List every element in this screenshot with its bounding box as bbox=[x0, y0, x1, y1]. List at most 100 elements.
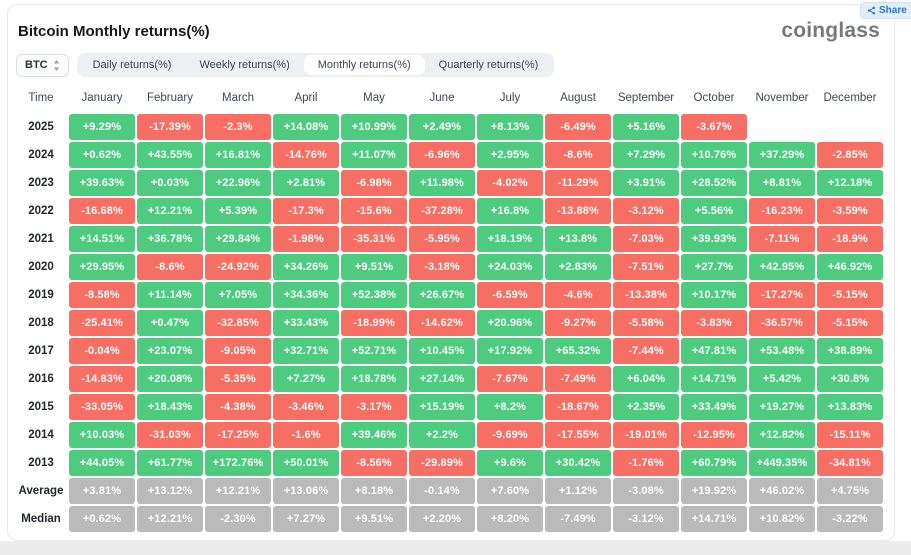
return-value: -29.89% bbox=[409, 450, 475, 476]
return-value: -9.69% bbox=[477, 422, 543, 448]
value-cell: -17.27% bbox=[748, 281, 816, 309]
value-cell: -35.31% bbox=[340, 225, 408, 253]
return-value: +19.92% bbox=[681, 478, 747, 504]
value-cell: +20.08% bbox=[136, 365, 204, 393]
return-value: +46.92% bbox=[817, 254, 883, 280]
return-value: -16.68% bbox=[69, 198, 135, 224]
value-cell: -4.38% bbox=[204, 393, 272, 421]
value-cell: +12.21% bbox=[136, 197, 204, 225]
return-value: -1.98% bbox=[273, 226, 339, 252]
return-value: +39.63% bbox=[69, 170, 135, 196]
value-cell: +8.2% bbox=[476, 393, 544, 421]
return-value: +11.14% bbox=[137, 282, 203, 308]
page-title: Bitcoin Monthly returns(%) bbox=[18, 23, 210, 40]
value-cell: -3.67% bbox=[680, 113, 748, 141]
return-value: +19.27% bbox=[749, 394, 815, 420]
value-cell: +39.93% bbox=[680, 225, 748, 253]
table-row-2019: 2019 -8.58% +11.14% +7.05% +34.36% +52.38% +26… bbox=[14, 281, 884, 309]
return-value: +13.06% bbox=[273, 478, 339, 504]
value-cell: +27.7% bbox=[680, 253, 748, 281]
return-value: -18.9% bbox=[817, 226, 883, 252]
return-value: -2.85% bbox=[817, 142, 883, 168]
return-value: +14.71% bbox=[681, 506, 747, 532]
return-value: -18.99% bbox=[341, 310, 407, 336]
table-row-2017: 2017 -0.04% +23.07% -9.05% +32.71% +52.71% +10… bbox=[14, 337, 884, 365]
table-row-2018: 2018 -25.41% +0.47% -32.85% +33.43% -18.99% -1… bbox=[14, 309, 884, 337]
value-cell: +11.98% bbox=[408, 169, 476, 197]
value-cell: +12.21% bbox=[204, 477, 272, 505]
month-column-header: November bbox=[755, 92, 809, 104]
value-cell: +24.03% bbox=[476, 253, 544, 281]
return-value: +30.8% bbox=[817, 366, 883, 392]
value-cell: -13.88% bbox=[544, 197, 612, 225]
value-cell: -14.83% bbox=[68, 365, 136, 393]
value-cell: +38.89% bbox=[816, 337, 884, 365]
return-value: +9.51% bbox=[341, 506, 407, 532]
return-value: +9.51% bbox=[341, 254, 407, 280]
updown-arrows-icon bbox=[53, 59, 59, 71]
return-value: -25.41% bbox=[69, 310, 135, 336]
value-cell: -3.08% bbox=[612, 477, 680, 505]
value-cell: -16.23% bbox=[748, 197, 816, 225]
value-cell: +42.95% bbox=[748, 253, 816, 281]
row-label: 2018 bbox=[28, 317, 54, 329]
return-value: +5.39% bbox=[205, 198, 271, 224]
value-cell: +8.20% bbox=[476, 505, 544, 533]
return-value: +0.62% bbox=[69, 142, 135, 168]
symbol-select[interactable]: BTC bbox=[16, 53, 69, 77]
return-value: -12.95% bbox=[681, 422, 747, 448]
share-button[interactable]: Share bbox=[860, 2, 911, 19]
value-cell: -15.6% bbox=[340, 197, 408, 225]
tab-daily-returns[interactable]: Daily returns(%) bbox=[79, 55, 186, 75]
value-cell: +14.08% bbox=[272, 113, 340, 141]
row-label: 2013 bbox=[28, 457, 54, 469]
value-cell: -7.11% bbox=[748, 225, 816, 253]
month-column-header: January bbox=[81, 92, 123, 104]
return-value: -14.76% bbox=[273, 142, 339, 168]
value-cell: -8.56% bbox=[340, 449, 408, 477]
return-value: -8.6% bbox=[137, 254, 203, 280]
table-row-2015: 2015 -33.05% +18.43% -4.38% -3.46% -3.17% +15.… bbox=[14, 393, 884, 421]
return-value: -8.6% bbox=[545, 142, 611, 168]
value-cell: -3.17% bbox=[340, 393, 408, 421]
value-cell: +9.6% bbox=[476, 449, 544, 477]
return-value: -7.11% bbox=[749, 226, 815, 252]
table-row-2016: 2016 -14.83% +20.08% -5.35% +7.27% +18.78% +27… bbox=[14, 365, 884, 393]
month-column-header: May bbox=[363, 92, 385, 104]
row-label: 2014 bbox=[28, 429, 54, 441]
value-cell: +15.19% bbox=[408, 393, 476, 421]
value-cell: -7.49% bbox=[544, 365, 612, 393]
tab-quarterly-returns[interactable]: Quarterly returns(%) bbox=[425, 55, 553, 75]
table-row-2021: 2021 +14.51% +36.78% +29.84% -1.98% -35.31% -5… bbox=[14, 225, 884, 253]
card-header: Bitcoin Monthly returns(%) coinglass bbox=[8, 5, 894, 42]
return-value: -6.49% bbox=[545, 114, 611, 140]
return-value: -37.28% bbox=[409, 198, 475, 224]
return-value: +65.32% bbox=[545, 338, 611, 364]
month-column-header: July bbox=[499, 92, 521, 104]
table-row-2025: 2025 +9.29% -17.39% -2.3% +14.08% +10.99% +2.4… bbox=[14, 113, 884, 141]
symbol-label: BTC bbox=[25, 59, 48, 71]
return-value: +14.08% bbox=[273, 114, 339, 140]
return-value: +8.13% bbox=[477, 114, 543, 140]
return-value: -11.29% bbox=[545, 170, 611, 196]
value-cell: +29.84% bbox=[204, 225, 272, 253]
value-cell: +30.42% bbox=[544, 449, 612, 477]
return-value: +34.26% bbox=[273, 254, 339, 280]
table-row-2014: 2014 +10.03% -31.03% -17.25% -1.6% +39.46% +2.… bbox=[14, 421, 884, 449]
value-cell: +0.62% bbox=[68, 505, 136, 533]
value-cell: -17.39% bbox=[136, 113, 204, 141]
return-value: +33.49% bbox=[681, 394, 747, 420]
return-value: +18.43% bbox=[137, 394, 203, 420]
share-icon bbox=[867, 6, 876, 15]
tab-weekly-returns[interactable]: Weekly returns(%) bbox=[185, 55, 303, 75]
value-cell: -32.85% bbox=[204, 309, 272, 337]
value-cell: +12.82% bbox=[748, 421, 816, 449]
return-value: -6.96% bbox=[409, 142, 475, 168]
value-cell: +7.27% bbox=[272, 365, 340, 393]
value-cell: +7.05% bbox=[204, 281, 272, 309]
return-value: -6.98% bbox=[341, 170, 407, 196]
row-label: 2023 bbox=[28, 177, 54, 189]
row-label: 2025 bbox=[28, 121, 54, 133]
tab-monthly-returns[interactable]: Monthly returns(%) bbox=[303, 55, 425, 75]
value-cell: -8.6% bbox=[544, 141, 612, 169]
